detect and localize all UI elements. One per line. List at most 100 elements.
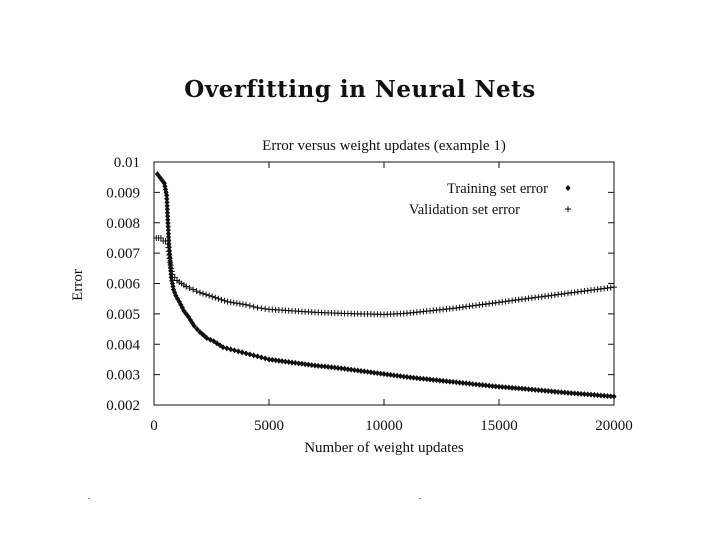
data-point [231, 347, 238, 354]
data-point [328, 364, 335, 371]
decorative-dot [419, 498, 421, 499]
data-point [384, 371, 390, 378]
data-point [351, 367, 358, 374]
data-point [539, 387, 545, 394]
data-point [473, 381, 479, 388]
data-point [189, 319, 195, 326]
y-tick-label: 0.004 [106, 337, 140, 353]
data-point [165, 227, 171, 234]
data-point [302, 361, 308, 368]
data-point [561, 290, 568, 297]
y-tick-label: 0.002 [106, 398, 140, 414]
data-point [180, 282, 187, 289]
data-point [233, 300, 240, 307]
data-point [578, 390, 584, 397]
data-point [608, 393, 614, 400]
data-point [552, 388, 558, 395]
data-point [460, 379, 466, 386]
data-point [410, 374, 417, 381]
data-point [312, 362, 318, 369]
data-point [502, 384, 509, 391]
legend-label-training: Training set error [447, 181, 548, 197]
data-point [404, 374, 410, 381]
data-point [224, 345, 230, 352]
data-point [601, 392, 607, 399]
data-point [512, 385, 519, 392]
data-point [224, 298, 231, 305]
data-point [430, 376, 436, 383]
data-point [168, 268, 175, 275]
data-point [165, 213, 171, 220]
data-point [453, 379, 459, 386]
data-point [172, 289, 178, 296]
x-tick-label: 0 [150, 418, 158, 434]
data-point [568, 390, 574, 397]
data-point [272, 357, 279, 364]
data-point [538, 293, 545, 300]
decorative-dot [88, 498, 90, 499]
data-point [262, 305, 269, 312]
data-point [456, 379, 463, 386]
y-tick-label: 0.01 [114, 155, 140, 171]
data-point [169, 271, 176, 278]
data-point [446, 305, 453, 312]
data-point [166, 234, 172, 241]
data-point [506, 384, 512, 391]
data-point [542, 387, 548, 394]
y-axis-label: Error [70, 269, 86, 301]
data-point [476, 381, 482, 388]
chart-title: Error versus weight updates (example 1) [262, 138, 506, 154]
data-point [254, 353, 261, 360]
data-point [529, 386, 535, 393]
data-point [364, 368, 371, 375]
data-point [163, 189, 169, 196]
y-tick-label: 0.007 [106, 246, 140, 262]
x-tick-label: 10000 [365, 418, 403, 434]
data-point [235, 348, 241, 355]
data-point [157, 234, 164, 241]
y-tick-label: 0.009 [106, 185, 140, 201]
data-point [165, 230, 172, 237]
data-point [174, 295, 181, 302]
data-point [239, 349, 245, 356]
data-point [197, 289, 203, 296]
data-point [179, 304, 185, 311]
data-point [414, 375, 420, 382]
data-point [535, 387, 542, 394]
data-point [164, 206, 170, 213]
data-point [515, 296, 522, 303]
data-point [243, 350, 249, 357]
data-point [165, 220, 171, 227]
legend: Training set error Validation set error [409, 181, 571, 218]
data-point [309, 362, 315, 369]
data-point [607, 284, 614, 291]
data-point [394, 372, 400, 379]
data-point [236, 300, 243, 307]
data-point [493, 383, 499, 390]
data-point [545, 388, 551, 395]
data-point [254, 304, 261, 311]
data-point [209, 293, 216, 300]
data-point [470, 380, 476, 387]
data-point [562, 389, 568, 396]
data-point [203, 291, 210, 298]
data-point [164, 199, 170, 206]
data-point [335, 364, 341, 371]
data-point [183, 310, 189, 317]
data-point [250, 303, 257, 310]
data-point [348, 366, 354, 373]
data-point [243, 301, 249, 308]
data-point [212, 294, 219, 301]
data-point [289, 359, 295, 366]
data-point [202, 333, 208, 340]
data-point [164, 209, 171, 216]
data-point [218, 296, 225, 303]
series-validation [153, 234, 617, 318]
data-point [548, 388, 555, 395]
data-point [190, 286, 197, 293]
data-point [315, 362, 321, 369]
data-point [355, 367, 361, 374]
data-point [258, 305, 265, 312]
data-point [378, 370, 384, 377]
data-point [279, 358, 285, 365]
